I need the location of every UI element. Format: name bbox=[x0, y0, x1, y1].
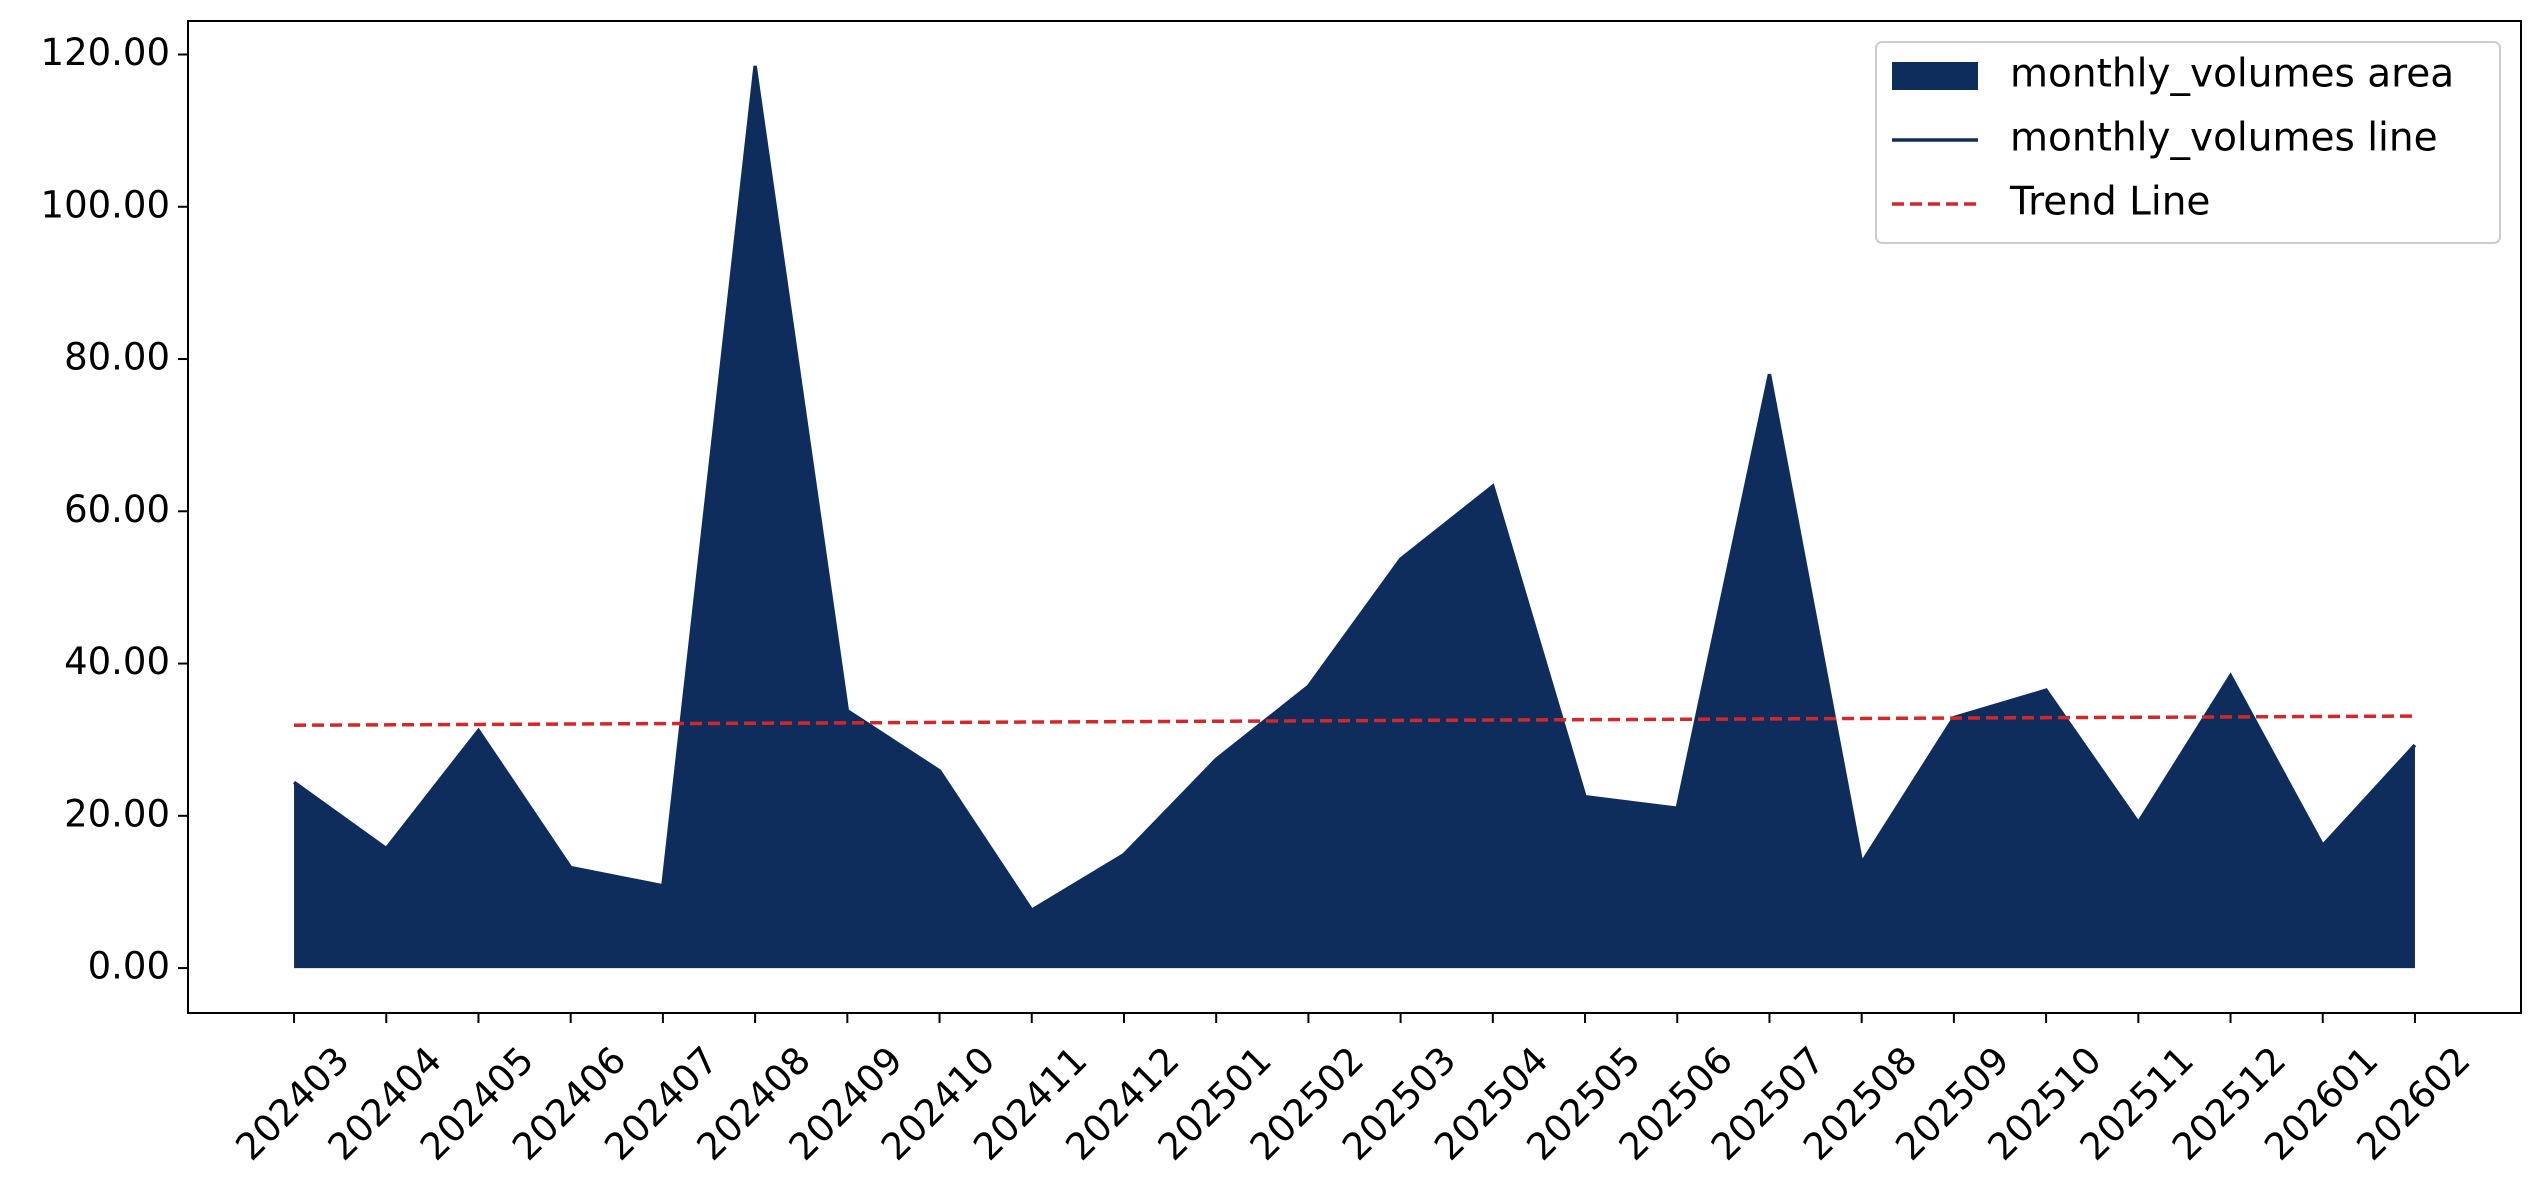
area bbox=[294, 65, 2415, 969]
legend-label: Trend Line bbox=[2009, 180, 2210, 225]
legend-swatch bbox=[1892, 62, 1978, 90]
line bbox=[293, 65, 2417, 913]
y-tick-label: 20.00 bbox=[64, 792, 170, 835]
y-tick-label: 60.00 bbox=[64, 488, 170, 531]
y-tick-label: 0.00 bbox=[88, 945, 170, 988]
y-tick-label: 120.00 bbox=[41, 31, 170, 74]
y-tick-label: 40.00 bbox=[64, 640, 170, 683]
legend-frame bbox=[1875, 41, 2501, 244]
y-tick-label: 100.00 bbox=[41, 183, 170, 226]
legend: monthly_volumes area monthly_volumes line… bbox=[1875, 41, 2501, 244]
y-tick-label: 80.00 bbox=[64, 336, 170, 379]
trend-line bbox=[294, 714, 2415, 727]
legend-label: monthly_volumes line bbox=[2010, 116, 2438, 161]
legend-label: monthly_volumes area bbox=[2010, 52, 2454, 97]
plot-frame bbox=[187, 20, 2522, 1014]
